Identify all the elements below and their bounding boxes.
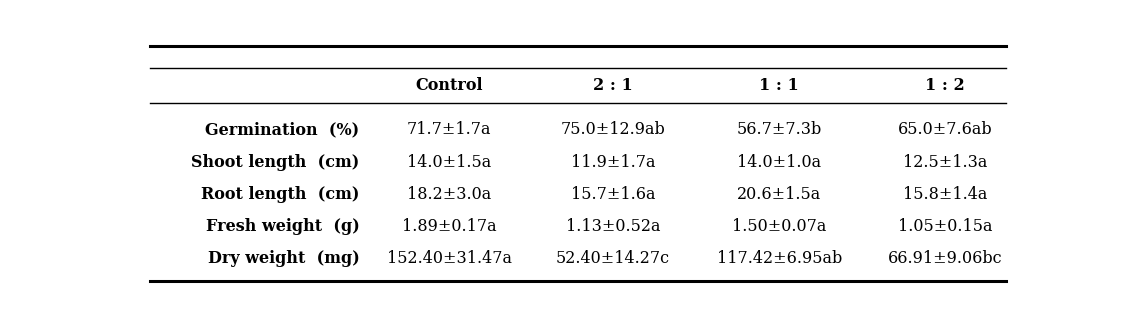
Text: Germination  (%): Germination (%): [205, 121, 360, 138]
Text: 1.05±0.15a: 1.05±0.15a: [898, 218, 993, 235]
Text: 20.6±1.5a: 20.6±1.5a: [737, 186, 821, 203]
Text: 15.7±1.6a: 15.7±1.6a: [571, 186, 655, 203]
Text: 65.0±7.6ab: 65.0±7.6ab: [898, 121, 993, 138]
Text: 11.9±1.7a: 11.9±1.7a: [571, 154, 655, 170]
Text: Root length  (cm): Root length (cm): [201, 186, 360, 203]
Text: 56.7±7.3b: 56.7±7.3b: [737, 121, 822, 138]
Text: 1.89±0.17a: 1.89±0.17a: [402, 218, 496, 235]
Text: 71.7±1.7a: 71.7±1.7a: [407, 121, 492, 138]
Text: 14.0±1.5a: 14.0±1.5a: [407, 154, 492, 170]
Text: Dry weight  (mg): Dry weight (mg): [208, 250, 360, 267]
Text: Fresh weight  (g): Fresh weight (g): [205, 218, 360, 235]
Text: 1.50±0.07a: 1.50±0.07a: [732, 218, 827, 235]
Text: 1.13±0.52a: 1.13±0.52a: [566, 218, 660, 235]
Text: 1 : 2: 1 : 2: [925, 77, 966, 94]
Text: 52.40±14.27c: 52.40±14.27c: [556, 250, 670, 267]
Text: 14.0±1.0a: 14.0±1.0a: [737, 154, 821, 170]
Text: 18.2±3.0a: 18.2±3.0a: [407, 186, 492, 203]
Text: 1 : 1: 1 : 1: [759, 77, 799, 94]
Text: Shoot length  (cm): Shoot length (cm): [192, 154, 360, 170]
Text: 152.40±31.47a: 152.40±31.47a: [387, 250, 512, 267]
Text: Control: Control: [415, 77, 483, 94]
Text: 75.0±12.9ab: 75.0±12.9ab: [561, 121, 666, 138]
Text: 2 : 1: 2 : 1: [593, 77, 633, 94]
Text: 12.5±1.3a: 12.5±1.3a: [904, 154, 987, 170]
Text: 66.91±9.06bc: 66.91±9.06bc: [888, 250, 1003, 267]
Text: 15.8±1.4a: 15.8±1.4a: [904, 186, 987, 203]
Text: 117.42±6.95ab: 117.42±6.95ab: [716, 250, 841, 267]
